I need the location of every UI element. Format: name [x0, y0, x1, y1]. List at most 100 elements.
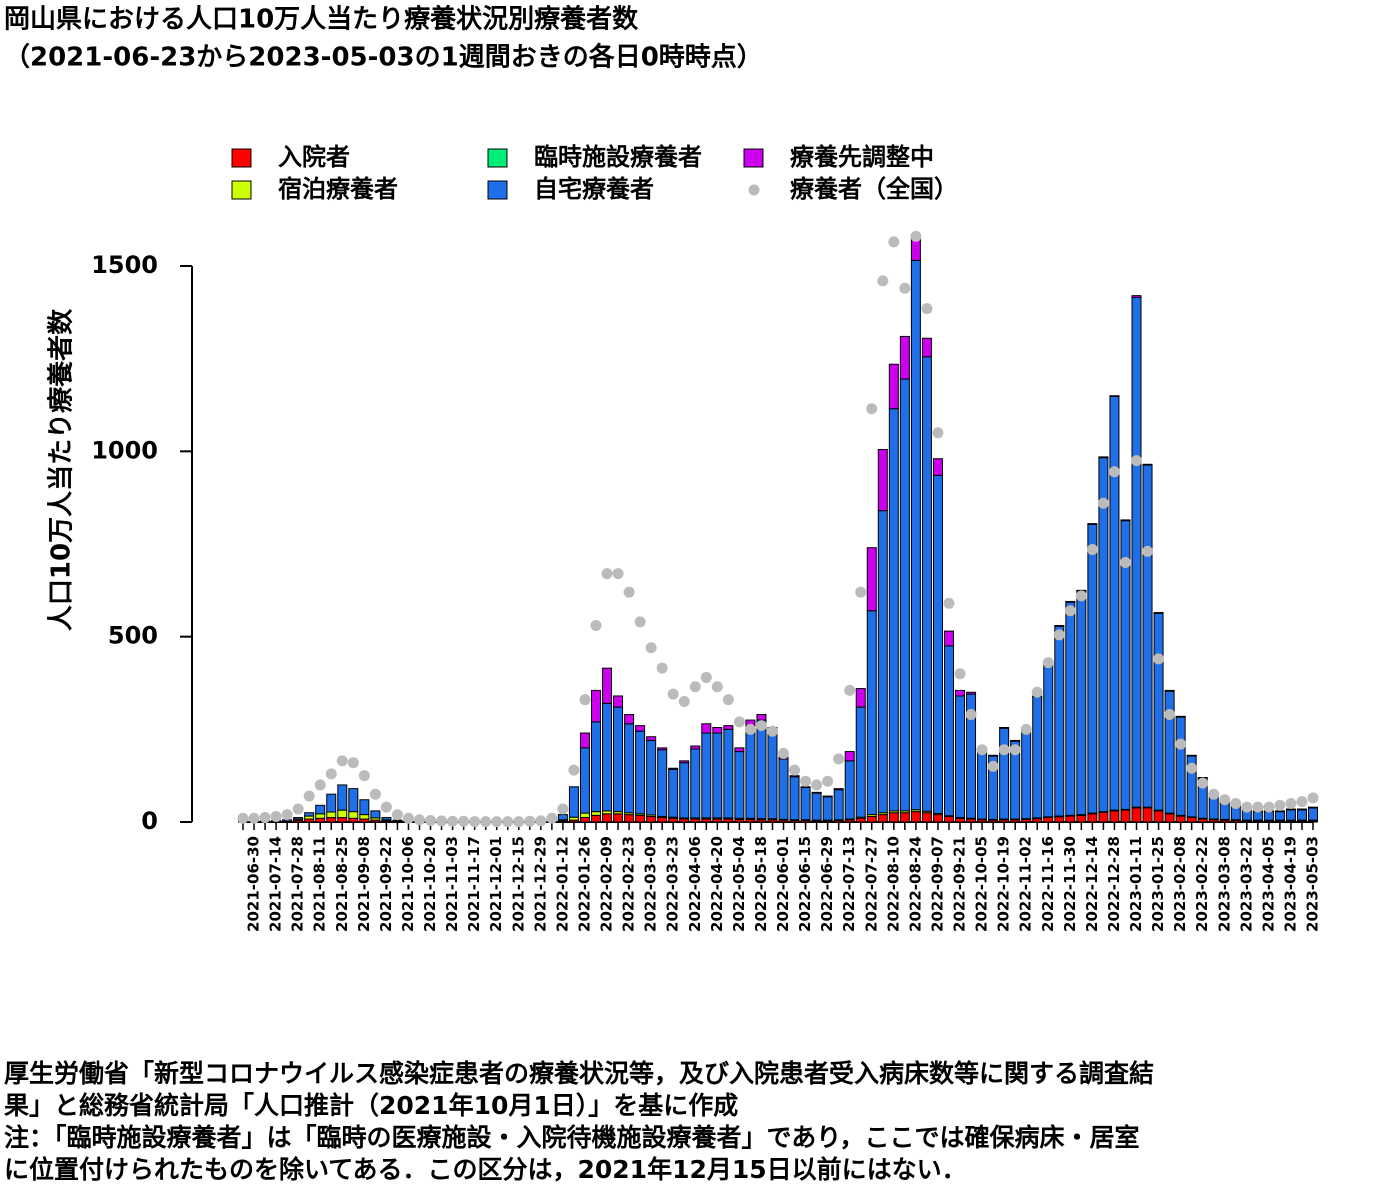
bar-segment	[1296, 808, 1307, 811]
bar-segment	[955, 817, 966, 823]
bar-segment	[326, 817, 337, 823]
bar-segment	[624, 723, 635, 814]
bar-segment	[877, 510, 888, 814]
bar-segment	[579, 732, 590, 749]
x-tick-label: 2021-09-08	[355, 836, 373, 932]
legend-swatch	[743, 148, 764, 168]
x-tick-label: 2022-03-09	[642, 836, 660, 932]
bar-segment	[579, 817, 590, 823]
bar-segment	[899, 812, 910, 823]
national-dot	[1119, 557, 1131, 569]
bar-segment	[646, 815, 657, 823]
bar-segment	[1164, 689, 1175, 692]
bar-segment	[932, 458, 943, 476]
x-tick-label: 2022-06-01	[774, 836, 792, 932]
national-dot	[1197, 777, 1209, 789]
national-dot	[634, 616, 646, 628]
bar-segment	[1098, 457, 1109, 813]
national-dot	[1219, 794, 1231, 806]
x-tick-label: 2022-09-07	[928, 836, 946, 932]
bar-segment	[988, 754, 999, 757]
national-dot	[1263, 801, 1275, 813]
national-dot	[656, 662, 668, 674]
bar-segment	[977, 749, 988, 820]
x-tick-label: 2022-12-28	[1105, 836, 1123, 932]
y-tick-label: 1500	[91, 251, 158, 279]
x-tick-label: 2023-01-11	[1127, 836, 1145, 932]
national-dot	[601, 568, 613, 580]
bar-segment	[844, 760, 855, 820]
bar-segment	[932, 474, 943, 814]
national-dot	[336, 755, 348, 767]
x-tick-label: 2023-02-08	[1171, 836, 1189, 932]
bar-segment	[1109, 395, 1120, 811]
x-tick-label: 2021-11-17	[465, 836, 483, 932]
bar-segment	[293, 817, 304, 820]
x-tick-label: 2023-03-22	[1237, 836, 1255, 932]
bar-segment	[1054, 625, 1065, 627]
bar-segment	[304, 812, 315, 817]
x-tick-label: 2022-11-16	[1039, 836, 1057, 932]
bar-segment	[1054, 625, 1065, 817]
x-tick-label: 2023-01-25	[1149, 836, 1167, 932]
bar-segment	[326, 793, 337, 813]
x-tick-label: 2022-01-26	[575, 836, 593, 932]
bar-segment	[315, 817, 326, 823]
bar-segment	[899, 335, 910, 380]
bar-segment	[811, 792, 822, 821]
bar-segment	[943, 645, 954, 817]
bar-segment	[1308, 806, 1318, 809]
y-axis-label: 人口10万人当たり療養者数	[47, 308, 77, 631]
bar-segment	[756, 719, 767, 820]
bar-segment	[668, 767, 679, 770]
x-tick-label: 2023-04-19	[1281, 836, 1299, 932]
national-dot	[402, 812, 414, 824]
x-tick-label: 2022-07-13	[840, 836, 858, 932]
bar-segment	[1065, 815, 1076, 823]
bar-segment	[690, 745, 701, 750]
bar-segment	[877, 814, 888, 823]
bar-segment	[723, 725, 734, 730]
bar-segment	[1065, 600, 1076, 603]
bar-segment	[955, 689, 966, 697]
national-dot	[369, 788, 381, 800]
x-tick-label: 2022-08-10	[884, 836, 902, 932]
national-dot	[1186, 762, 1198, 774]
x-tick-label: 2021-08-25	[333, 836, 351, 932]
national-dot	[314, 779, 326, 791]
national-dot	[733, 716, 745, 728]
national-dot	[954, 668, 966, 680]
x-tick-label: 2022-10-19	[995, 836, 1013, 932]
bar-segment	[1175, 715, 1186, 718]
bar-segment	[811, 791, 822, 794]
national-dot	[491, 816, 503, 828]
bar-segment	[1296, 809, 1307, 821]
national-dot	[612, 568, 624, 580]
bar-segment	[613, 706, 624, 813]
x-tick-label: 2021-07-28	[289, 836, 307, 932]
bar-segment	[370, 810, 381, 819]
bar-segment	[1175, 716, 1186, 816]
legend-label: 宿泊療養者	[278, 175, 398, 203]
bar-segment	[624, 814, 635, 823]
bar-segment	[943, 630, 954, 647]
national-dot	[744, 723, 756, 735]
national-dot	[877, 275, 889, 287]
national-dot	[645, 642, 657, 654]
bar-segment	[1142, 463, 1153, 466]
national-dot	[1131, 455, 1143, 467]
bar-segment	[1043, 817, 1054, 823]
bar-segment	[1109, 395, 1120, 397]
bar-segment	[1263, 811, 1274, 821]
national-dot	[1031, 686, 1043, 698]
national-dot	[447, 815, 459, 827]
x-tick-label: 2022-02-23	[620, 836, 638, 932]
bar-segment	[734, 747, 745, 753]
bar-segment	[1087, 523, 1098, 525]
bar-segment	[921, 337, 932, 358]
national-dot	[678, 696, 690, 708]
bar-segment	[1186, 817, 1197, 823]
national-dot	[943, 597, 955, 609]
bar-segment	[1120, 519, 1131, 522]
bar-segment	[745, 728, 756, 819]
